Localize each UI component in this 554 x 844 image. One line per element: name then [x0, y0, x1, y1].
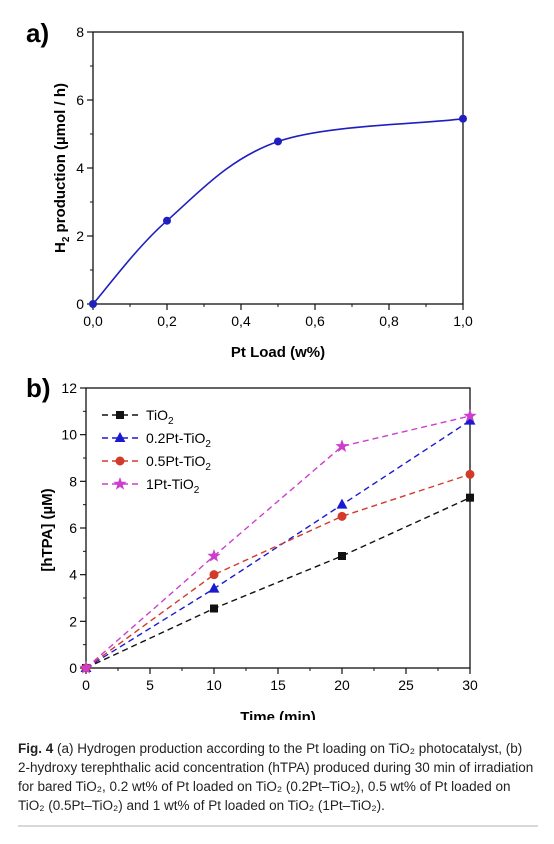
panel-b-series-line-0	[85, 497, 471, 669]
panel-b-x-axis-label: Time (min)	[240, 709, 316, 720]
y-tick-label: 10	[61, 427, 77, 443]
legend-marker-square	[116, 411, 124, 419]
panel-b-marker-circle	[209, 570, 219, 580]
x-tick-label: 0,2	[157, 313, 177, 329]
x-tick-label: 0	[82, 677, 90, 693]
y-tick-label: 8	[69, 473, 77, 489]
y-tick-label: 6	[76, 92, 84, 108]
x-tick-label: 30	[462, 677, 478, 693]
panel-b-series	[79, 409, 477, 674]
x-tick-label: 1,0	[453, 313, 473, 329]
caption-divider	[18, 825, 538, 827]
legend-marker-triangle	[114, 431, 126, 442]
y-tick-label: 0	[69, 660, 77, 676]
x-tick-label: 20	[334, 677, 350, 693]
panel-b-marker-triangle	[336, 498, 348, 509]
y-tick-label: 4	[69, 567, 77, 583]
panel-a-label: a)	[26, 18, 49, 48]
y-tick-label: 4	[76, 160, 84, 176]
x-tick-label: 25	[398, 677, 414, 693]
legend-label: 0.2Pt-TiO2	[146, 430, 211, 450]
legend-marker-star	[113, 477, 127, 490]
figure-caption: Fig. 4 (a) Hydrogen production according…	[18, 739, 538, 815]
panel-b-y-axis-label: [hTPA] (µM)	[39, 488, 56, 571]
x-tick-label: 0,8	[379, 313, 399, 329]
panel-a-series	[89, 114, 467, 308]
panel-b-series-line-2	[85, 473, 471, 669]
caption-label: Fig. 4	[18, 741, 54, 756]
legend-label: 0.5Pt-TiO2	[146, 453, 211, 473]
panel-b-axes: 0 5 10 15 20 25 30 0 2 4 6 8 10 12	[61, 380, 478, 693]
panel-b-marker-star	[335, 439, 349, 452]
x-tick-label: 0,6	[305, 313, 325, 329]
panel-b-legend: TiO2 0.2Pt-TiO2 0.5Pt-TiO2 1Pt-TiO2	[102, 407, 211, 496]
panel-a-axes: 0,0 0,2 0,4 0,6 0,8 1,0 0 2 4 6 8	[76, 24, 473, 329]
panel-a-x-axis-label: Pt Load (w%)	[231, 344, 325, 361]
y-tick-label: 2	[69, 613, 77, 629]
panel-b-marker-star	[79, 661, 93, 674]
panel-a-data-point	[89, 300, 97, 308]
panel-b-label: b)	[26, 373, 51, 403]
panel-a-y-axis-label: H2 production (µmol / h)	[52, 83, 72, 253]
panel-b-marker-circle	[465, 469, 475, 479]
legend-marker-circle	[115, 456, 125, 466]
x-tick-label: 10	[206, 677, 222, 693]
panel-b-marker-circle	[337, 511, 347, 521]
y-tick-label: 2	[76, 228, 84, 244]
legend-label: TiO2	[146, 407, 174, 427]
panel-b-marker-triangle	[208, 582, 220, 593]
panel-b-marker-star	[207, 549, 221, 562]
y-tick-label: 0	[76, 296, 84, 312]
panel-b-series-line-1	[85, 420, 471, 669]
panel-a-data-point	[459, 114, 467, 123]
panel-b-marker-square	[466, 493, 474, 502]
panel-b-marker-star	[463, 409, 477, 422]
panel-a-h2-curve	[92, 117, 464, 305]
x-tick-label: 0,0	[83, 313, 103, 329]
x-tick-label: 5	[146, 677, 154, 693]
x-tick-label: 0,4	[231, 313, 251, 329]
y-tick-label: 8	[76, 24, 84, 40]
panel-a-data-point	[163, 216, 171, 225]
panel-a-data-point	[274, 137, 282, 146]
y-tick-label: 12	[61, 380, 77, 396]
caption-text: (a) Hydrogen production according to the…	[18, 741, 534, 813]
y-tick-label: 6	[69, 520, 77, 536]
x-tick-label: 15	[270, 677, 286, 693]
panel-b-series-line-3	[85, 415, 471, 669]
panel-b-marker-square	[210, 604, 218, 613]
legend-label: 1Pt-TiO2	[146, 476, 200, 496]
panel-a-plot-frame	[92, 31, 464, 305]
panel-b-marker-square	[338, 552, 346, 560]
